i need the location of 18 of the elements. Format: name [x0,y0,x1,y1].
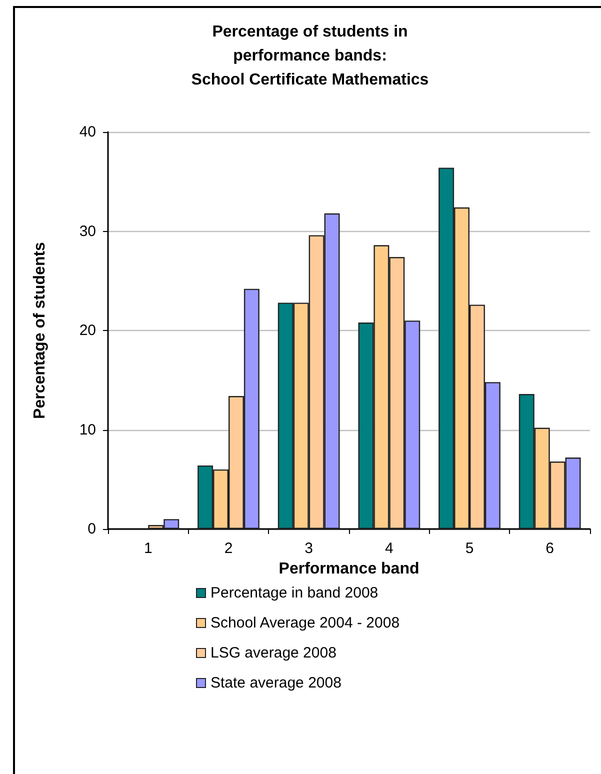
x-tick-label: 2 [224,540,233,557]
legend-label: LSG average 2008 [210,644,336,662]
x-tick-label: 5 [465,540,474,557]
y-tick-label: 40 [79,124,96,140]
x-tick-label: 1 [144,540,152,557]
y-tick-label: 0 [88,520,96,538]
y-tick-label: 30 [79,222,96,240]
y-tick-label: 10 [79,421,96,438]
legend-label: State average 2008 [210,674,342,692]
x-tick-label: 4 [384,540,394,557]
chart-title: Percentage of students in performance bands: School Certificate Mathematics [191,24,429,88]
x-tick-label: 6 [546,540,554,557]
legend-label: Percentage in band 2008 [210,584,378,602]
x-axis-title: Performance band [278,560,420,578]
x-tick-label: 3 [304,540,314,557]
y-axis-title: Percentage of students [32,242,48,419]
legend-label: School Average 2004 - 2008 [210,614,400,632]
y-tick-label: 20 [79,322,96,339]
